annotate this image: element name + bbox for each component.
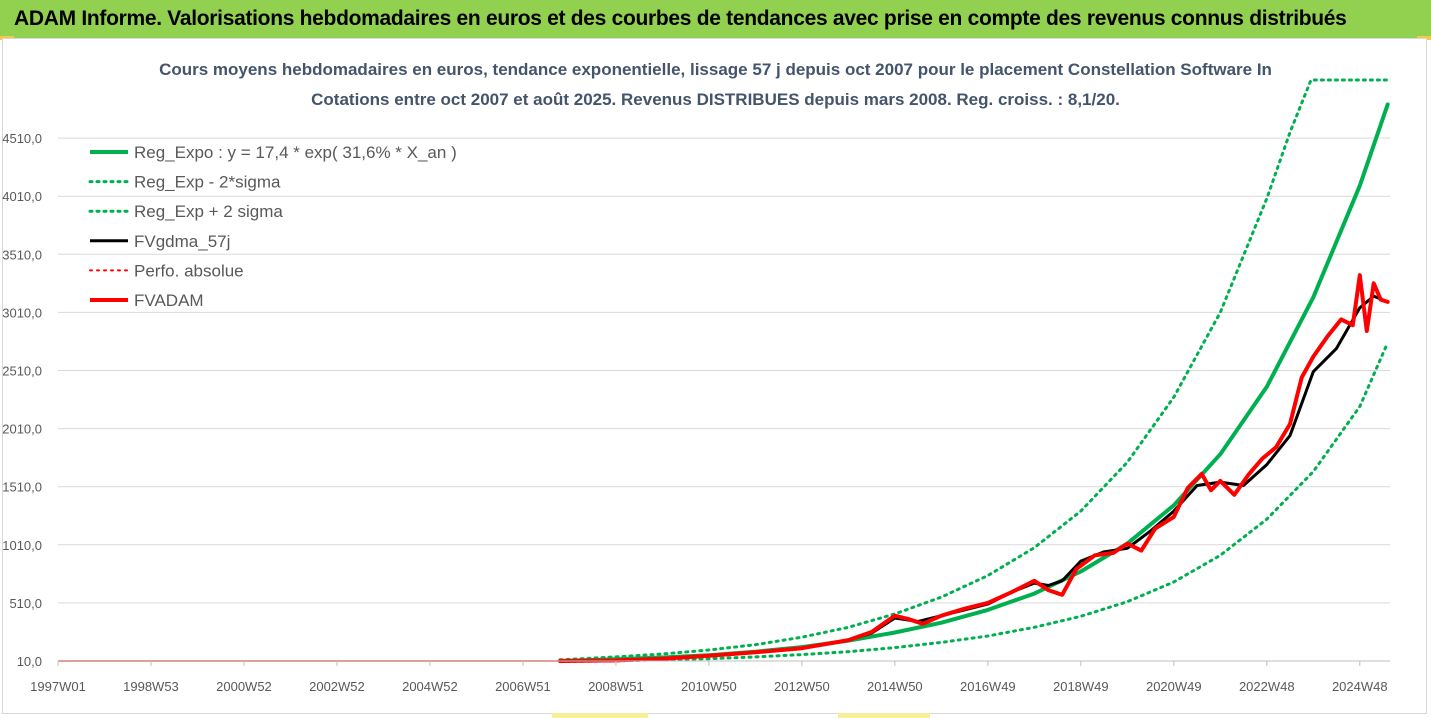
sheet-tab-marker (838, 713, 930, 718)
chart-title-line2: Cotations entre oct 2007 et août 2025. R… (311, 90, 1120, 109)
chart-frame (2, 38, 1427, 714)
report-banner: ADAM Informe. Valorisations hebdomadaire… (0, 0, 1431, 38)
sheet-tab-marker (552, 713, 648, 718)
chart-title-line1: Cours moyens hebdomadaires en euros, ten… (159, 60, 1272, 79)
report-title: ADAM Informe. Valorisations hebdomadaire… (14, 7, 1347, 30)
